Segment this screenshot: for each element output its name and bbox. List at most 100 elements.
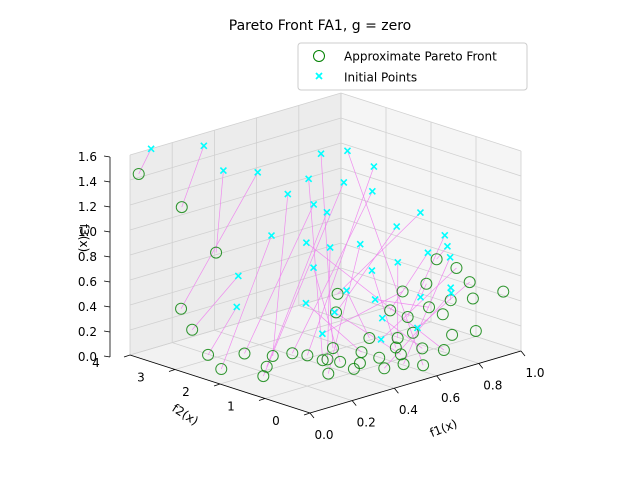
pareto-point [330, 306, 343, 319]
z-tick-label: 0.0 [78, 350, 97, 364]
initial-point [368, 187, 376, 195]
pareto-point [353, 357, 366, 370]
pareto-point [466, 292, 479, 305]
pareto-point [416, 342, 429, 355]
connector-line [266, 212, 328, 367]
connector-line [180, 172, 259, 309]
z-tick-label: 1.2 [78, 200, 97, 214]
connector-line [403, 257, 451, 365]
grid-line-z [129, 117, 522, 181]
x-tick-label: 0.8 [483, 378, 502, 392]
connector-line [371, 270, 397, 348]
connector-line [291, 191, 373, 354]
grid-line-z [129, 292, 522, 356]
initial-point [302, 239, 310, 247]
initial-point [318, 330, 326, 338]
x-tick-mark [478, 363, 484, 369]
z-axis-label: f3(x) [77, 224, 91, 252]
pareto-point [437, 344, 450, 357]
grid-line-z [129, 92, 522, 156]
initial-point [317, 150, 325, 158]
legend-label-initial: Initial Points [344, 71, 417, 85]
legend-box [297, 42, 528, 91]
z-tick-mark [103, 205, 111, 208]
connector-line [220, 235, 272, 370]
connector-line [207, 306, 238, 356]
pareto-point [396, 285, 409, 298]
initial-point [343, 286, 351, 295]
connector-line [337, 212, 421, 295]
initial-point [326, 243, 334, 252]
connector-line [380, 267, 457, 340]
initial-point [378, 314, 386, 322]
x-tick-mark [309, 412, 315, 419]
initial-point [305, 175, 313, 183]
pareto-point [373, 351, 386, 364]
pareto-point [331, 287, 344, 300]
initial-point [377, 335, 385, 343]
pareto-point [202, 348, 215, 361]
initial-point [424, 249, 432, 257]
connector-line [327, 247, 331, 360]
grid-line-z [129, 142, 522, 206]
initial-point [254, 168, 262, 176]
initial-point [219, 167, 227, 175]
z-tick-mark [103, 280, 111, 283]
initial-point [200, 142, 208, 150]
pareto-point [384, 304, 397, 317]
y-axis-label: f2(x) [169, 401, 200, 428]
initial-point [330, 308, 339, 316]
pareto-point [446, 328, 459, 341]
pareto-point [321, 353, 334, 366]
pareto-point [301, 349, 314, 362]
z-tick-label: 1.6 [78, 150, 97, 164]
z-tick-mark [103, 330, 111, 333]
z-tick-label: 0.6 [78, 275, 97, 289]
x-tick-mark [394, 387, 399, 394]
initial-point [443, 242, 452, 250]
y-tick-mark [123, 354, 131, 358]
initial-point [147, 145, 155, 153]
connector-line [138, 148, 152, 175]
z-tick-mark [103, 255, 111, 258]
connector-line [334, 311, 402, 355]
x-tick-label: 0.6 [441, 391, 460, 405]
initial-point [371, 295, 379, 304]
connector-line [417, 281, 470, 329]
z-tick-label: 0.8 [78, 250, 97, 264]
connector-line [215, 170, 224, 253]
connector-line [191, 275, 239, 330]
data-markers [132, 142, 510, 383]
pareto-point [286, 347, 299, 360]
x-tick-label: 0.0 [314, 428, 333, 442]
pareto-point [322, 367, 335, 380]
tick-labels: 0.00.20.40.60.81.0012340.00.20.40.60.81.… [78, 150, 545, 442]
y-tick-label: 3 [137, 371, 145, 385]
x-tick-label: 0.2 [357, 416, 376, 430]
pareto-point [175, 302, 188, 315]
pareto-point [417, 359, 430, 372]
y-tick-mark [303, 412, 311, 416]
pareto-point [450, 261, 463, 274]
connector-line [407, 235, 446, 318]
z-tick-label: 0.4 [78, 300, 97, 314]
initial-point [323, 208, 331, 216]
connector-line [347, 150, 424, 366]
pareto-point [215, 363, 228, 376]
initial-point [394, 258, 402, 266]
initial-point [234, 272, 242, 280]
pareto-point [175, 201, 188, 214]
initial-point [417, 293, 425, 301]
x-tick-label: 0.4 [399, 403, 418, 417]
initial-point [284, 190, 292, 198]
initial-point [310, 200, 318, 209]
connector-line [262, 182, 345, 377]
connector-line [389, 252, 429, 311]
legend-label-pareto: Approximate Pareto Front [344, 50, 497, 64]
x-tick-label: 1.0 [525, 366, 544, 380]
grid-line-z [129, 217, 522, 281]
y-tick-label: 0 [272, 414, 280, 428]
pareto-point [266, 350, 279, 362]
